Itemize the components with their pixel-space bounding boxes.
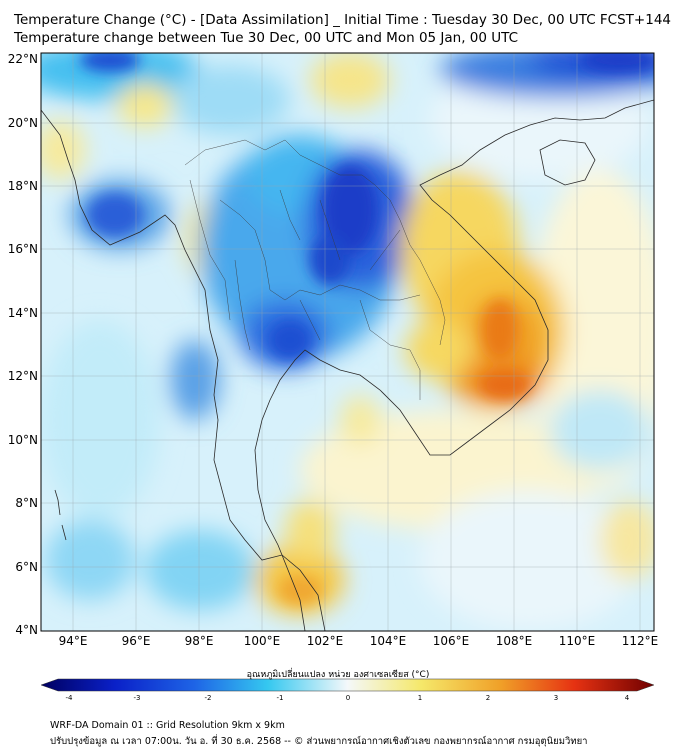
lon-label: 112°E — [621, 634, 659, 648]
lon-label: 96°E — [121, 634, 151, 648]
footer-model-info: WRF-DA Domain 01 :: Grid Resolution 9km … — [50, 720, 285, 731]
colorbar-tick: 1 — [417, 694, 423, 702]
lon-label: 94°E — [58, 634, 88, 648]
colorbar-tick: -3 — [133, 694, 141, 702]
colorbar — [40, 678, 655, 692]
colorbar-label: อุณหภูมิเปลี่ยนแปลง หน่วย องศาเซลเซียส (… — [246, 670, 430, 680]
lat-label: 8°N — [15, 496, 38, 510]
temperature-field — [41, 53, 654, 631]
lon-label: 110°E — [558, 634, 596, 648]
lat-label: 20°N — [7, 116, 38, 130]
colorbar-tick: 0 — [345, 694, 351, 702]
colorbar-tick: 3 — [553, 694, 559, 702]
lon-label: 100°E — [243, 634, 281, 648]
coastlines — [41, 99, 654, 631]
lon-label: 108°E — [495, 634, 533, 648]
colorbar-tick: -2 — [204, 694, 212, 702]
map-subtitle: Temperature change between Tue 30 Dec, 0… — [14, 30, 519, 46]
colorbar-tick: -1 — [276, 694, 284, 702]
lon-label: 104°E — [369, 634, 407, 648]
lat-label: 18°N — [7, 179, 38, 193]
map-title: Temperature Change (°C) - [Data Assimila… — [14, 12, 671, 28]
footer-credit: ปรับปรุงข้อมูล ณ เวลา 07:00น. วัน อ. ที่… — [50, 736, 588, 747]
lat-label: 10°N — [7, 433, 38, 447]
lat-label: 4°N — [15, 623, 38, 637]
lat-label: 22°N — [7, 52, 38, 66]
lat-label: 6°N — [15, 560, 38, 574]
lon-label: 98°E — [184, 634, 214, 648]
lon-label: 102°E — [306, 634, 344, 648]
lat-label: 12°N — [7, 369, 38, 383]
graticule — [41, 53, 654, 631]
lon-label: 106°E — [432, 634, 470, 648]
colorbar-tick: 2 — [485, 694, 491, 702]
lat-label: 16°N — [7, 242, 38, 256]
colorbar-tick: 4 — [624, 694, 630, 702]
borders — [184, 139, 446, 400]
lat-label: 14°N — [7, 306, 38, 320]
map-frame — [40, 52, 655, 632]
colorbar-tick: -4 — [65, 694, 73, 702]
